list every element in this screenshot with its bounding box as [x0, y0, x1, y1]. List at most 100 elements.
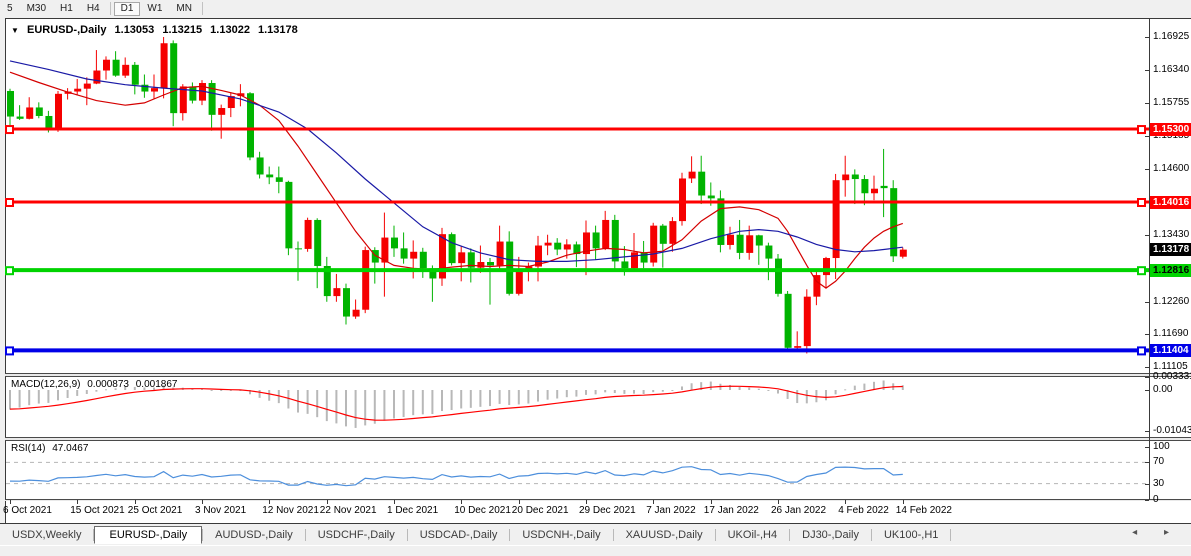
chart-tab-usdchf[interactable]: USDCHF-,Daily — [317, 528, 395, 541]
macd-histogram-bar — [853, 385, 856, 390]
toolbar-separator — [201, 2, 203, 15]
tab-scroll-left-icon[interactable]: ◂ — [1132, 527, 1150, 538]
macd-signal-value: 0.001867 — [135, 379, 178, 390]
date-axis-label: 6 Oct 2021 — [3, 505, 52, 516]
price-axis-tick — [1145, 36, 1149, 38]
status-strip — [0, 545, 1191, 556]
candle-up — [832, 180, 840, 259]
candle-up — [477, 262, 485, 268]
candle-down — [131, 64, 139, 85]
timeframe-button-w1[interactable]: W1 — [147, 2, 163, 14]
candle-up — [563, 244, 571, 250]
ohlc-open: 1.13053 — [114, 24, 155, 36]
ohlc-close: 1.13178 — [258, 24, 298, 36]
level-line-handle[interactable] — [1137, 346, 1146, 356]
date-axis-tick — [134, 500, 136, 504]
price-axis-tick — [1145, 69, 1149, 71]
candle-up — [823, 258, 830, 276]
macd-histogram-bar — [479, 390, 482, 407]
date-axis-label: 20 Dec 2021 — [511, 505, 569, 516]
price-axis-label: 1.11105 — [1153, 361, 1188, 373]
panel-splitter-rsi[interactable] — [5, 437, 1191, 441]
level-line-handle[interactable] — [5, 346, 14, 356]
macd-histogram-bar — [517, 390, 520, 405]
chart-tab-xauusd[interactable]: XAUUSD-,Daily — [625, 528, 703, 541]
macd-histogram-bar — [537, 390, 539, 402]
chart-tab-ukoil[interactable]: UKOil-,H4 — [727, 528, 778, 541]
level-line-handle[interactable] — [5, 266, 14, 276]
date-axis-tick — [586, 500, 587, 504]
date-axis-tick — [77, 500, 79, 504]
candle-up — [160, 43, 168, 89]
candle-down — [314, 219, 322, 266]
date-axis-tick — [902, 500, 904, 504]
last-price-badge: 1.13178 — [1150, 243, 1191, 257]
timeframe-button-m30[interactable]: M30 — [26, 2, 47, 14]
candle-up — [333, 288, 341, 297]
date-axis-label: 26 Jan 2022 — [771, 505, 827, 516]
candle-up — [26, 107, 34, 119]
macd-histogram-bar — [345, 390, 347, 427]
macd-histogram-bar — [431, 390, 434, 415]
tab-scroll-right-icon[interactable]: ▸ — [1163, 527, 1181, 538]
level-line-handle[interactable] — [5, 125, 14, 135]
candle-up — [439, 234, 446, 279]
candle-up — [496, 241, 504, 266]
timeframe-button-h1[interactable]: H1 — [60, 2, 73, 14]
macd-histogram-bar — [191, 388, 194, 390]
candle-down — [112, 59, 120, 76]
tab-separator — [304, 528, 306, 541]
date-axis-tick — [653, 500, 655, 504]
level-line-handle[interactable] — [5, 198, 14, 207]
level-line-handle[interactable] — [1137, 266, 1146, 276]
macd-histogram-bar — [287, 390, 290, 409]
ma-slow-blue-line — [9, 60, 903, 262]
macd-histogram-bar — [546, 390, 549, 400]
price-axis-label: 1.16340 — [1153, 63, 1190, 75]
macd-histogram-bar — [738, 386, 741, 390]
macd-indicator-label: MACD(12,26,9) 0.000873 0.001867 — [11, 379, 181, 390]
candle-up — [544, 242, 552, 246]
chart-tab-usdcad[interactable]: USDCAD-,Daily — [419, 528, 498, 541]
macd-histogram-bar — [556, 390, 559, 399]
macd-histogram-bar — [661, 390, 664, 392]
macd-histogram-bar — [690, 383, 693, 390]
macd-histogram-bar — [729, 384, 731, 390]
candle-down — [189, 86, 197, 101]
candle-down — [506, 241, 514, 294]
macd-histogram-bar — [873, 381, 875, 390]
chart-tab-usdcnh[interactable]: USDCNH-,Daily — [522, 528, 601, 541]
macd-histogram-bar — [748, 387, 751, 390]
timeframe-button-5[interactable]: 5 — [7, 2, 13, 14]
macd-histogram-bar — [671, 390, 674, 391]
timeframe-button-d1[interactable]: D1 — [113, 1, 141, 16]
macd-histogram-bar — [709, 381, 712, 390]
macd-histogram-bar — [604, 390, 607, 393]
candle-down — [621, 261, 629, 269]
panel-splitter-macd[interactable] — [5, 373, 1191, 377]
level-line-handle[interactable] — [1137, 198, 1146, 207]
candle-down — [275, 177, 283, 182]
chart-tab-audusd[interactable]: AUDUSD-,Daily — [215, 528, 293, 541]
macd-histogram-bar — [489, 390, 491, 407]
candle-up — [650, 225, 658, 263]
candle-up — [151, 88, 158, 92]
macd-axis-label: 0.00 — [1153, 384, 1173, 395]
macd-histogram-bar — [28, 390, 31, 406]
macd-histogram-bar — [460, 390, 463, 409]
timeframe-button-mn[interactable]: MN — [176, 2, 192, 14]
chart-tab-dj30[interactable]: DJ30-,Daily — [802, 528, 859, 541]
macd-histogram-bar — [863, 383, 866, 390]
chart-tab-eurusd[interactable]: EURUSD-,Daily — [94, 525, 203, 544]
candle-up — [381, 237, 389, 263]
level-line-handle[interactable] — [1137, 125, 1146, 135]
rsi-line — [9, 466, 903, 487]
date-axis-label: 7 Jan 2022 — [646, 505, 696, 516]
candle-down — [707, 195, 715, 199]
timeframe-button-h4[interactable]: H4 — [86, 2, 100, 14]
collapse-triangle-icon[interactable]: ▼ — [11, 26, 19, 35]
chart-tab-uk100[interactable]: UK100-,H1 — [883, 528, 939, 541]
chart-tab-usdx[interactable]: USDX,Weekly — [12, 528, 82, 541]
price-axis-tick — [1145, 168, 1149, 170]
